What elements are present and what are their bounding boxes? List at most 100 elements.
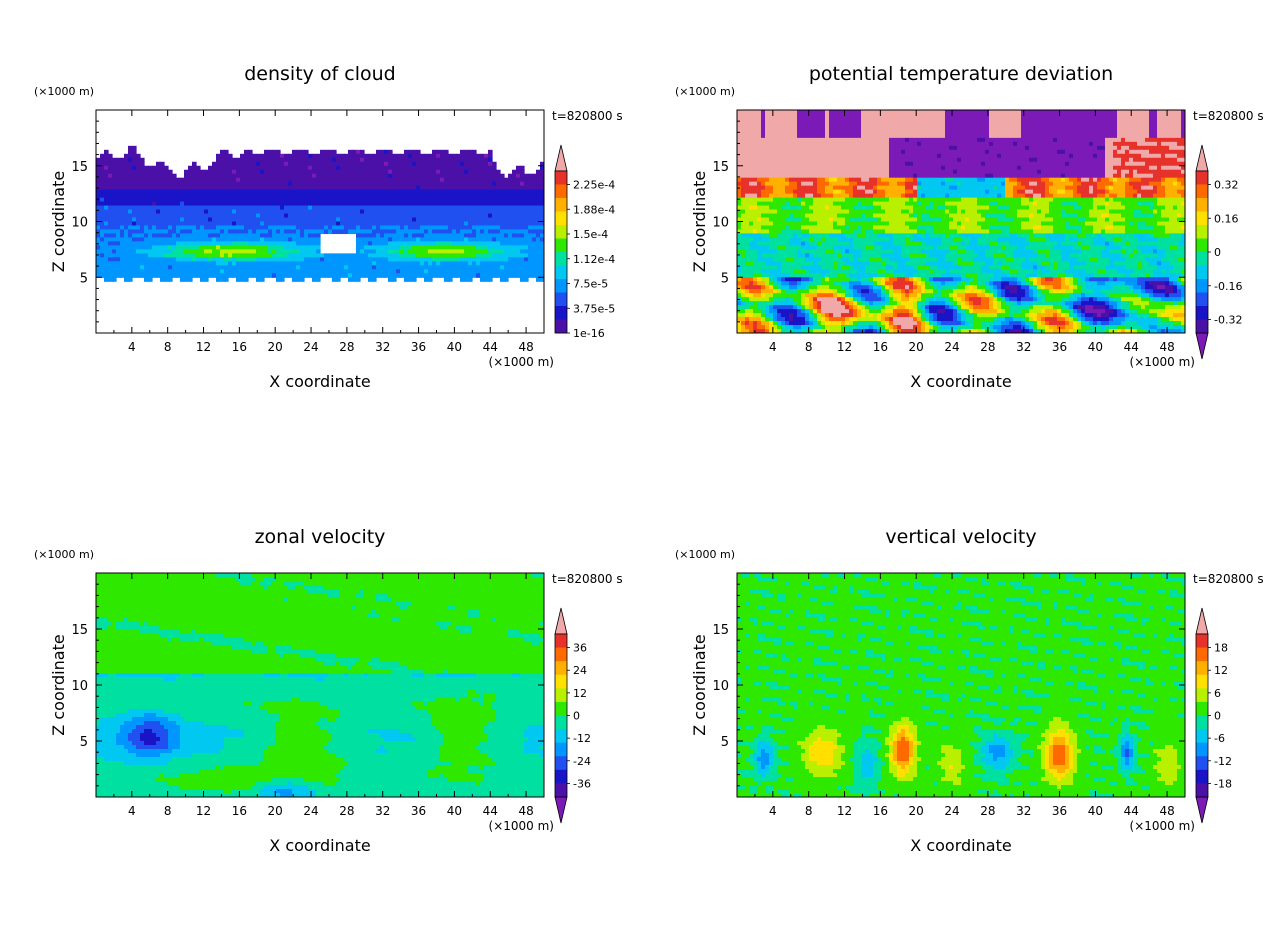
heatmap-cell [841,125,846,131]
heatmap-cell [953,133,958,139]
heatmap-cell [937,117,942,123]
heatmap-cell [128,221,133,227]
heatmap-cell [380,233,385,239]
heatmap-cell [252,273,257,278]
heatmap-cell [504,273,509,278]
heatmap-cell [124,189,129,195]
colorbar-label: 1e-16 [573,327,605,340]
heatmap-cell [504,193,509,199]
heatmap-cell [188,245,193,250]
heatmap-cell [168,189,173,195]
heatmap-cell [432,269,437,274]
heatmap-cell [264,269,269,274]
heatmap-cell [184,273,189,278]
heatmap-cell [228,209,233,215]
heatmap-cell [885,125,890,131]
heatmap-cell [408,189,413,195]
heatmap-cell [108,229,113,235]
heatmap-cell [316,189,321,195]
heatmap-cell [997,145,1002,151]
heatmap-cell [484,265,489,270]
heatmap-cell [300,273,305,278]
heatmap-cell [272,241,277,246]
heatmap-cell [128,277,133,282]
heatmap-cell [388,173,393,179]
heatmap-cell [252,265,257,270]
heatmap-cell [456,161,461,167]
heatmap-cell [1133,113,1138,119]
heatmap-cell [244,273,249,278]
heatmap-cell [140,225,145,231]
heatmap-cell [901,141,906,147]
heatmap-cell [428,181,433,187]
heatmap-cell [480,185,485,191]
heatmap-cell [520,165,525,171]
heatmap-cell [436,185,441,191]
heatmap-cell [340,225,345,231]
heatmap-cell [136,165,141,171]
heatmap-cell [1065,133,1070,139]
heatmap-cell [805,113,810,119]
heatmap-cell [336,253,341,258]
heatmap-cell [232,229,237,235]
heatmap-cell [356,169,361,175]
heatmap-cell [252,165,257,171]
heatmap-cell [388,157,393,163]
heatmap-cell [1141,137,1146,143]
heatmap-cell [921,149,926,155]
heatmap-cell [404,149,409,155]
heatmap-cell [997,125,1002,131]
heatmap-cell [1161,125,1166,131]
heatmap-cell [148,273,153,278]
heatmap-cell [104,253,109,258]
heatmap-cell [1045,137,1050,143]
heatmap-cell [428,273,433,278]
heatmap-cell [400,165,405,171]
heatmap-cell [240,173,245,179]
heatmap-cell [328,229,333,235]
heatmap-cell [1021,117,1026,123]
heatmap-cell [140,181,145,187]
heatmap-cell [408,201,413,207]
heatmap-cell [460,185,465,191]
heatmap-cell [448,217,453,223]
heatmap-cell [817,133,822,139]
heatmap-cell [508,265,513,270]
heatmap-cell [444,229,449,235]
heatmap-cell [1097,125,1102,131]
heatmap-cell [1165,125,1170,131]
heatmap-cell [300,237,305,243]
heatmap-cell [428,257,433,262]
heatmap-cell [1137,129,1142,135]
heatmap-cell [312,257,317,262]
heatmap-cell [356,173,361,179]
heatmap-cell [168,201,173,207]
heatmap-cell [540,257,544,262]
heatmap-cell [472,193,477,199]
heatmap-cell [436,229,441,235]
heatmap-cell [152,269,157,274]
heatmap-cell [172,201,177,207]
heatmap-cell [188,261,193,266]
heatmap-cell [1105,129,1110,135]
heatmap-cell [96,229,101,235]
heatmap-cell [100,177,105,183]
heatmap-cell [781,161,786,167]
heatmap-cell [164,257,169,262]
heatmap-cell [188,193,193,199]
heatmap-cell [336,265,341,270]
heatmap-cell [344,273,349,278]
heatmap-cell [1065,157,1070,163]
heatmap-cell [388,153,393,159]
heatmap-cell [504,265,509,270]
heatmap-cell [881,149,886,155]
heatmap-cell [188,269,193,274]
heatmap-cell [440,149,445,155]
heatmap-cell [849,133,854,139]
heatmap-cell [256,185,261,191]
heatmap-cell [136,257,141,262]
heatmap-cell [1101,125,1106,131]
heatmap-cell [248,189,253,195]
heatmap-cell [917,113,922,119]
heatmap-cell [460,233,465,239]
